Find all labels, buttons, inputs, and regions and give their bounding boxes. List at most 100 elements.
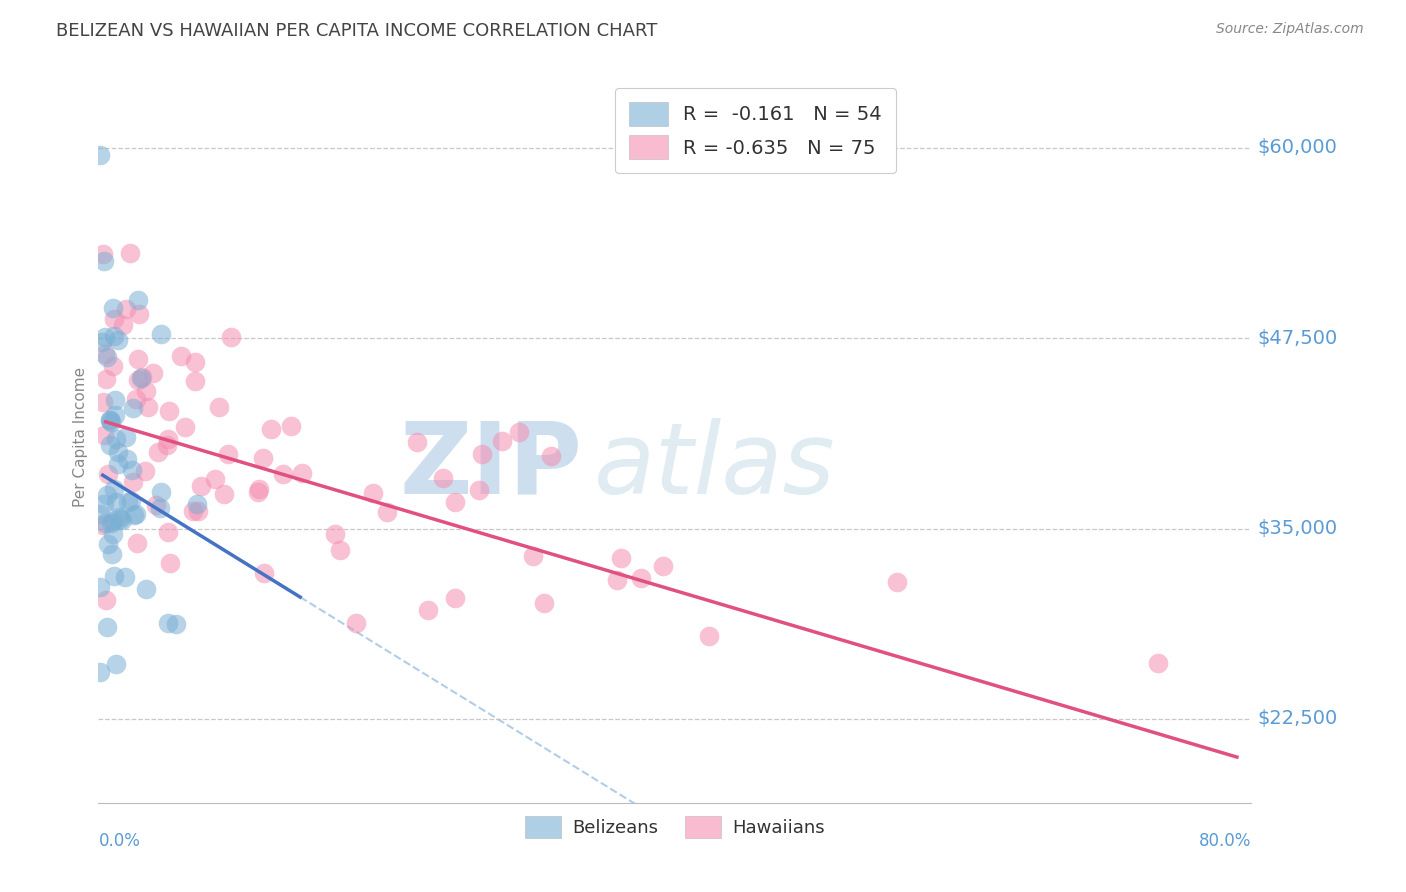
Point bbox=[471, 446, 494, 460]
Point bbox=[94, 329, 117, 343]
Point bbox=[444, 494, 467, 508]
Point bbox=[134, 464, 156, 478]
Point bbox=[93, 497, 115, 511]
Point bbox=[174, 420, 197, 434]
Point bbox=[291, 467, 314, 481]
Point bbox=[149, 500, 172, 515]
Point bbox=[97, 537, 120, 551]
Point bbox=[145, 498, 167, 512]
Point bbox=[323, 527, 346, 541]
Point bbox=[105, 432, 128, 446]
Point bbox=[122, 401, 145, 415]
Point bbox=[101, 514, 124, 528]
Point bbox=[89, 507, 111, 521]
Point bbox=[156, 525, 179, 540]
Point bbox=[100, 415, 122, 429]
Point bbox=[444, 591, 467, 605]
Point bbox=[508, 425, 530, 440]
Point bbox=[122, 475, 145, 490]
Point bbox=[104, 392, 127, 407]
Point bbox=[375, 505, 398, 519]
Point bbox=[115, 301, 138, 316]
Point bbox=[533, 596, 555, 610]
Text: $47,500: $47,500 bbox=[1257, 328, 1337, 348]
Point bbox=[204, 472, 226, 486]
Point bbox=[103, 301, 125, 315]
Point bbox=[217, 447, 239, 461]
Point bbox=[157, 432, 180, 446]
Point bbox=[101, 547, 124, 561]
Point bbox=[522, 549, 544, 564]
Point bbox=[89, 580, 111, 594]
Point bbox=[280, 418, 302, 433]
Point bbox=[149, 484, 172, 499]
Point bbox=[1146, 656, 1168, 670]
Text: atlas: atlas bbox=[595, 417, 835, 515]
Point bbox=[129, 371, 152, 385]
Point bbox=[96, 488, 118, 502]
Point bbox=[91, 247, 114, 261]
Point bbox=[606, 574, 628, 588]
Point bbox=[253, 566, 276, 581]
Point bbox=[214, 487, 236, 501]
Point bbox=[101, 359, 124, 373]
Y-axis label: Per Capita Income: Per Capita Income bbox=[73, 367, 89, 508]
Point bbox=[149, 327, 172, 342]
Point bbox=[246, 484, 269, 499]
Text: ZIP: ZIP bbox=[399, 417, 582, 515]
Point bbox=[93, 394, 115, 409]
Point bbox=[184, 374, 207, 388]
Point bbox=[107, 457, 129, 471]
Point bbox=[89, 665, 111, 680]
Point bbox=[110, 512, 132, 526]
Point bbox=[117, 494, 139, 508]
Text: $60,000: $60,000 bbox=[1257, 138, 1337, 157]
Point bbox=[127, 535, 149, 549]
Point bbox=[120, 493, 142, 508]
Point bbox=[91, 334, 114, 349]
Point bbox=[697, 629, 720, 643]
Point bbox=[170, 349, 193, 363]
Point bbox=[111, 513, 134, 527]
Point bbox=[491, 434, 513, 448]
Point bbox=[105, 494, 128, 508]
Point bbox=[96, 620, 118, 634]
Point bbox=[107, 333, 129, 347]
Point bbox=[361, 486, 384, 500]
Point bbox=[127, 293, 149, 307]
Point bbox=[124, 508, 146, 523]
Point bbox=[181, 504, 204, 518]
Point bbox=[416, 602, 439, 616]
Point bbox=[609, 550, 631, 565]
Text: 0.0%: 0.0% bbox=[98, 832, 141, 850]
Point bbox=[93, 516, 115, 530]
Point bbox=[98, 413, 121, 427]
Point bbox=[108, 510, 131, 524]
Point bbox=[104, 657, 127, 672]
Point bbox=[91, 517, 114, 532]
Point bbox=[260, 421, 283, 435]
Point bbox=[96, 593, 118, 607]
Text: BELIZEAN VS HAWAIIAN PER CAPITA INCOME CORRELATION CHART: BELIZEAN VS HAWAIIAN PER CAPITA INCOME C… bbox=[56, 22, 658, 40]
Point bbox=[128, 307, 150, 321]
Point bbox=[103, 569, 125, 583]
Legend: Belizeans, Hawaiians: Belizeans, Hawaiians bbox=[517, 808, 832, 845]
Point bbox=[98, 438, 121, 452]
Point bbox=[156, 438, 179, 452]
Point bbox=[406, 434, 429, 449]
Point bbox=[540, 449, 562, 463]
Point bbox=[886, 574, 908, 589]
Point bbox=[93, 253, 115, 268]
Point bbox=[115, 452, 138, 467]
Point bbox=[247, 482, 270, 496]
Point bbox=[96, 350, 118, 364]
Point bbox=[94, 372, 117, 386]
Point bbox=[103, 329, 125, 343]
Point bbox=[127, 352, 149, 367]
Point bbox=[252, 451, 274, 466]
Point bbox=[100, 412, 122, 426]
Point bbox=[157, 404, 180, 418]
Point bbox=[118, 245, 141, 260]
Point bbox=[135, 384, 157, 399]
Point bbox=[114, 570, 136, 584]
